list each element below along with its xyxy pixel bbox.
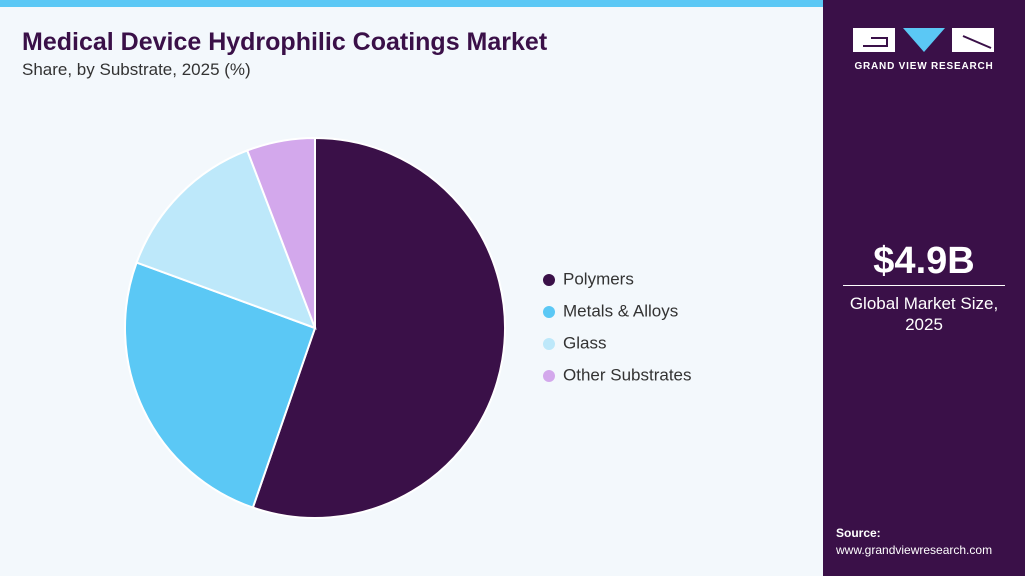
chart: Polymers Metals & Alloys Glass Other Substr… (124, 136, 692, 519)
legend-swatch (543, 274, 555, 286)
chart-panel: Medical Device Hydrophilic Coatings Mark… (0, 0, 823, 519)
logo-block (903, 28, 945, 52)
pie-slice (124, 261, 317, 509)
sidebar: GRAND VIEW RESEARCH $4.9B Global Market … (823, 0, 1025, 576)
logo-line (962, 35, 992, 49)
legend-label: Other Substrates (563, 365, 692, 384)
divider (843, 285, 1005, 286)
legend-label: Glass (563, 333, 606, 352)
chart-subtitle: Share, by Substrate, 2025 (%) (22, 60, 251, 79)
legend-swatch (543, 338, 555, 350)
source-label: Source: (836, 526, 881, 540)
market-size-label: Global Market Size, 2025 (849, 294, 999, 334)
source-url: www.grandviewresearch.com (836, 543, 993, 557)
chart-title: Medical Device Hydrophilic Coatings Mark… (22, 28, 548, 56)
legend-swatch (543, 306, 555, 318)
legend-label: Metals & Alloys (563, 301, 678, 320)
logo (853, 28, 994, 52)
logo-block (853, 28, 895, 52)
legend-swatch (543, 370, 555, 382)
top-bar (0, 0, 823, 7)
market-size: $4.9B (873, 240, 975, 282)
brand: GRAND VIEW RESEARCH (854, 61, 994, 72)
pie-slice (135, 149, 317, 330)
legend-label: Polymers (563, 269, 634, 288)
logo-line (863, 37, 888, 47)
pie-slice (245, 136, 316, 329)
